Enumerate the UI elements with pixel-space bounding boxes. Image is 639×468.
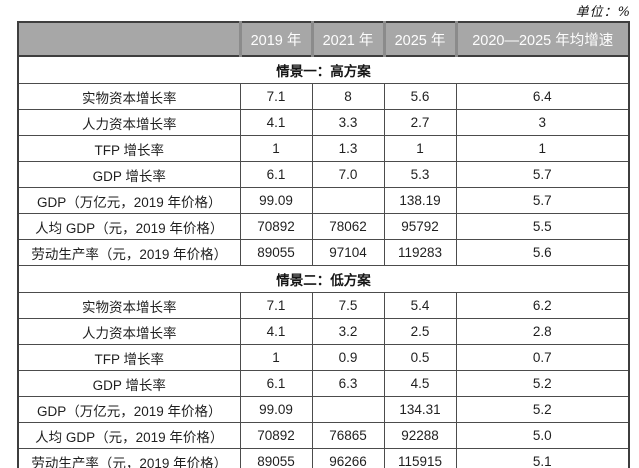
cell-value: 2.8 [455, 318, 630, 345]
cell-value: 2.5 [383, 318, 457, 345]
cell-value: 5.7 [455, 187, 630, 214]
cell-value: 2.7 [383, 109, 457, 136]
row-label: TFP 增长率 [17, 135, 241, 162]
cell-value: 7.1 [239, 292, 313, 319]
section-title: 情景一：高方案 [17, 55, 630, 84]
cell-value: 134.31 [383, 396, 457, 423]
cell-value: 6.3 [311, 370, 385, 397]
table-row: GDP（万亿元，2019 年价格） 99.09 138.19 5.7 [17, 187, 630, 214]
table-row: 实物资本增长率 7.1 7.5 5.4 6.2 [17, 292, 630, 319]
column-header: 2019 年 [238, 22, 312, 57]
cell-value: 115915 [383, 448, 457, 468]
row-label: 人均 GDP（元，2019 年价格） [17, 422, 241, 449]
cell-value: 6.2 [455, 292, 630, 319]
row-label: TFP 增长率 [17, 344, 241, 371]
cell-value: 96266 [311, 448, 385, 468]
section-title: 情景二：低方案 [17, 265, 630, 293]
row-label: 人均 GDP（元，2019 年价格） [17, 213, 241, 240]
cell-value: 78062 [311, 213, 385, 240]
cell-value [311, 396, 385, 423]
cell-value: 1 [383, 135, 457, 162]
table-row: 实物资本增长率 7.1 8 5.6 6.4 [17, 83, 630, 110]
cell-value: 5.4 [383, 292, 457, 319]
row-label: 人力资本增长率 [17, 318, 241, 345]
cell-value: 5.1 [455, 448, 630, 468]
row-label: GDP（万亿元，2019 年价格） [17, 187, 241, 214]
cell-value: 0.7 [455, 344, 630, 371]
cell-value: 5.0 [455, 422, 630, 449]
cell-value: 70892 [239, 213, 313, 240]
cell-value: 7.0 [311, 161, 385, 188]
cell-value: 1.3 [311, 135, 385, 162]
row-label: GDP 增长率 [17, 161, 241, 188]
cell-value: 138.19 [383, 187, 457, 214]
cell-value: 4.1 [239, 109, 313, 136]
table-row: 人均 GDP（元，2019 年价格） 70892 76865 92288 5.0 [17, 422, 630, 449]
table-row: 人均 GDP（元，2019 年价格） 70892 78062 95792 5.5 [17, 213, 630, 240]
cell-value: 5.3 [383, 161, 457, 188]
corner-header-cell [18, 22, 240, 57]
table-row: TFP 增长率 1 1.3 1 1 [17, 135, 630, 162]
table-row: GDP（万亿元，2019 年价格） 99.09 134.31 5.2 [17, 396, 630, 423]
cell-value: 0.5 [383, 344, 457, 371]
cell-value: 7.1 [239, 83, 313, 110]
cell-value: 1 [455, 135, 630, 162]
cell-value: 95792 [383, 213, 457, 240]
row-label: 劳动生产率（元，2019 年价格） [17, 448, 241, 468]
row-label: 劳动生产率（元，2019 年价格） [17, 239, 241, 266]
cell-value: 5.7 [455, 161, 630, 188]
cell-value: 92288 [383, 422, 457, 449]
table-header: 2019 年 2021 年 2025 年 2020—2025 年均增速 [18, 22, 629, 57]
cell-value: 5.6 [455, 239, 630, 266]
cell-value: 5.2 [455, 396, 630, 423]
table-row: 劳动生产率（元，2019 年价格） 89055 96266 115915 5.1 [17, 448, 630, 468]
table-row: 人力资本增长率 4.1 3.3 2.7 3 [17, 109, 630, 136]
section-row: 情景一：高方案 [17, 55, 630, 84]
table-row: 劳动生产率（元，2019 年价格） 89055 97104 119283 5.6 [17, 239, 630, 266]
cell-value: 3.3 [311, 109, 385, 136]
cell-value: 1 [239, 344, 313, 371]
column-header: 2025 年 [382, 22, 456, 57]
row-label: 人力资本增长率 [17, 109, 241, 136]
column-header: 2021 年 [310, 22, 384, 57]
row-label: 实物资本增长率 [17, 292, 241, 319]
cell-value: 89055 [239, 448, 313, 468]
cell-value: 119283 [383, 239, 457, 266]
row-label: 实物资本增长率 [17, 83, 241, 110]
row-label: GDP 增长率 [17, 370, 241, 397]
cell-value: 5.2 [455, 370, 630, 397]
cell-value: 5.6 [383, 83, 457, 110]
table-body: 情景一：高方案 实物资本增长率 7.1 8 5.6 6.4 人力资本增长率 4.1 3.3 2.7… [17, 55, 630, 468]
unit-label: 单位：% [575, 5, 631, 20]
cell-value [311, 187, 385, 214]
cell-value: 7.5 [311, 292, 385, 319]
section-row: 情景二：低方案 [17, 265, 630, 293]
table-row: GDP 增长率 6.1 7.0 5.3 5.7 [17, 161, 630, 188]
cell-value: 99.09 [239, 187, 313, 214]
table-row: TFP 增长率 1 0.9 0.5 0.7 [17, 344, 630, 371]
cell-value: 76865 [311, 422, 385, 449]
cell-value: 4.1 [239, 318, 313, 345]
cell-value: 6.1 [239, 161, 313, 188]
table-row: 人力资本增长率 4.1 3.2 2.5 2.8 [17, 318, 630, 345]
table-row: GDP 增长率 6.1 6.3 4.5 5.2 [17, 370, 630, 397]
cell-value: 99.09 [239, 396, 313, 423]
cell-value: 6.4 [455, 83, 630, 110]
scenario-projection-table: 2019 年 2021 年 2025 年 2020—2025 年均增速 情景一：高方案… [17, 21, 630, 468]
cell-value: 3 [455, 109, 630, 136]
cell-value: 0.9 [311, 344, 385, 371]
cell-value: 1 [239, 135, 313, 162]
cell-value: 97104 [311, 239, 385, 266]
cell-value: 6.1 [239, 370, 313, 397]
cell-value: 70892 [239, 422, 313, 449]
cell-value: 3.2 [311, 318, 385, 345]
cell-value: 89055 [239, 239, 313, 266]
cell-value: 5.5 [455, 213, 630, 240]
cell-value: 8 [311, 83, 385, 110]
header-row: 2019 年 2021 年 2025 年 2020—2025 年均增速 [18, 22, 629, 57]
column-header: 2020—2025 年均增速 [454, 22, 629, 57]
row-label: GDP（万亿元，2019 年价格） [17, 396, 241, 423]
cell-value: 4.5 [383, 370, 457, 397]
